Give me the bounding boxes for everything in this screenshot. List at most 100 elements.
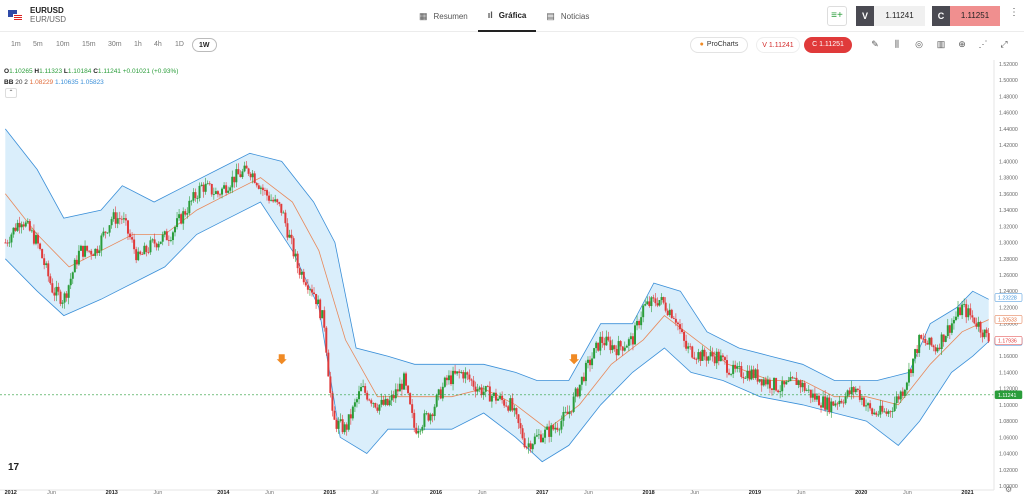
candle-body bbox=[642, 305, 645, 318]
candle-body bbox=[476, 389, 479, 392]
procharts-button[interactable]: ● ProCharts bbox=[690, 37, 748, 53]
candle-body bbox=[272, 199, 275, 202]
candle-body bbox=[196, 198, 199, 199]
settings-gear-icon[interactable]: ⚙ bbox=[1005, 485, 1013, 494]
candle-body bbox=[325, 327, 328, 353]
timeframe-15m[interactable]: 15m bbox=[82, 41, 96, 48]
candle-body bbox=[672, 317, 675, 319]
candle-body bbox=[278, 202, 281, 204]
candle-body bbox=[940, 334, 943, 349]
add-icon[interactable]: ⊕ bbox=[958, 39, 966, 49]
candle-body bbox=[300, 271, 303, 275]
candle-body bbox=[345, 424, 348, 430]
candle-body bbox=[319, 299, 322, 319]
candle-body bbox=[16, 222, 19, 231]
candle-body bbox=[815, 395, 818, 400]
candle-body bbox=[564, 411, 567, 413]
candle-body bbox=[676, 322, 679, 325]
price-label-box bbox=[994, 390, 1023, 400]
candle-body bbox=[824, 396, 827, 410]
candle-body bbox=[253, 173, 256, 183]
timeframe-30m[interactable]: 30m bbox=[108, 41, 122, 48]
candle-body bbox=[396, 389, 399, 392]
candle-body bbox=[513, 408, 516, 411]
candle-body bbox=[388, 400, 391, 406]
candle-body bbox=[478, 387, 481, 390]
share-icon[interactable]: ⋰ bbox=[978, 39, 988, 49]
candle-body bbox=[34, 235, 37, 244]
candle-body bbox=[607, 336, 610, 341]
candle-body bbox=[216, 191, 219, 195]
candle-body bbox=[122, 218, 125, 220]
candle-body bbox=[151, 239, 154, 241]
candle-body bbox=[905, 382, 908, 390]
candle-body bbox=[28, 221, 31, 231]
collapse-legend-icon[interactable]: ⌃ bbox=[5, 88, 17, 98]
candle-body bbox=[773, 378, 776, 390]
candle-body bbox=[259, 187, 262, 189]
timeframe-10m[interactable]: 10m bbox=[56, 41, 70, 48]
candle-body bbox=[8, 242, 11, 244]
candle-body bbox=[656, 303, 659, 306]
timeframe-1m[interactable]: 1m bbox=[11, 41, 21, 48]
candle-body bbox=[251, 173, 254, 178]
sell-pill-button[interactable]: V 1.11241 bbox=[756, 37, 800, 53]
timeframe-1w[interactable]: 1W bbox=[192, 38, 217, 52]
candle-body bbox=[82, 245, 85, 257]
y-tick-label: 1.46000 bbox=[999, 111, 1018, 117]
tab-noticias[interactable]: ▤ Noticias bbox=[546, 10, 590, 21]
candle-body bbox=[697, 352, 700, 360]
candle-body bbox=[674, 318, 677, 323]
candle-body bbox=[75, 259, 78, 265]
add-to-watchlist-button[interactable]: ≡+ bbox=[827, 6, 847, 26]
candle-body bbox=[355, 399, 358, 403]
candle-body bbox=[715, 351, 718, 364]
candle-body bbox=[912, 358, 915, 374]
candle-body bbox=[145, 245, 148, 253]
fullscreen-icon[interactable]: ⤢ bbox=[1000, 39, 1008, 49]
candle-body bbox=[202, 184, 205, 192]
price-chart[interactable]: 1.52000 1.50000 1.48000 1.46000 1.44000 1.420… bbox=[0, 60, 1024, 498]
candle-type-icon[interactable]: ⫼ bbox=[894, 39, 900, 49]
timeframe-5m[interactable]: 5m bbox=[33, 41, 43, 48]
candle-body bbox=[55, 286, 58, 296]
buy-button[interactable]: C 1.11251 bbox=[932, 6, 1000, 26]
candle-body bbox=[693, 357, 696, 359]
timeframe-1d[interactable]: 1D bbox=[175, 41, 184, 48]
candle-body bbox=[967, 308, 970, 318]
candle-body bbox=[781, 381, 784, 392]
indicators-icon[interactable]: ◎ bbox=[915, 39, 923, 49]
candle-body bbox=[47, 263, 50, 277]
candle-body bbox=[856, 388, 859, 391]
more-options-icon[interactable]: ⋮ bbox=[1009, 7, 1019, 18]
buy-pill-button[interactable]: C 1.11251 bbox=[804, 37, 852, 53]
draw-pencil-icon[interactable]: ✎ bbox=[871, 39, 879, 49]
timeframe-1h[interactable]: 1h bbox=[134, 41, 142, 48]
candle-body bbox=[394, 389, 397, 399]
candle-body bbox=[578, 384, 581, 397]
y-tick-label: 1.02000 bbox=[999, 468, 1018, 474]
symbol-block[interactable]: EURUSD EUR/USD bbox=[8, 6, 66, 25]
candle-body bbox=[120, 218, 123, 220]
candle-body bbox=[730, 373, 733, 375]
candle-body bbox=[482, 391, 485, 396]
x-tick-label: 2018 bbox=[642, 490, 654, 496]
bar-chart-icon[interactable]: ▥ bbox=[936, 39, 946, 49]
tab-grafica[interactable]: ıl Gráfica bbox=[477, 0, 537, 32]
candle-body bbox=[106, 232, 109, 234]
tab-resumen[interactable]: ▦ Resumen bbox=[419, 10, 468, 21]
candle-body bbox=[384, 398, 387, 405]
candle-body bbox=[266, 190, 269, 196]
candle-body bbox=[439, 389, 442, 399]
candle-body bbox=[629, 336, 632, 340]
candle-body bbox=[192, 192, 195, 201]
candle-body bbox=[304, 282, 307, 286]
sell-button[interactable]: V 1.11241 bbox=[856, 6, 925, 26]
candle-body bbox=[938, 347, 941, 349]
candle-body bbox=[584, 362, 587, 382]
x-tick-label: 2012 bbox=[5, 490, 17, 496]
candle-body bbox=[157, 243, 160, 248]
timeframe-4h[interactable]: 4h bbox=[154, 41, 162, 48]
bollinger-row: BB 20 2 1.08229 1.10635 1.05823 bbox=[4, 79, 104, 86]
candle-body bbox=[174, 227, 177, 233]
